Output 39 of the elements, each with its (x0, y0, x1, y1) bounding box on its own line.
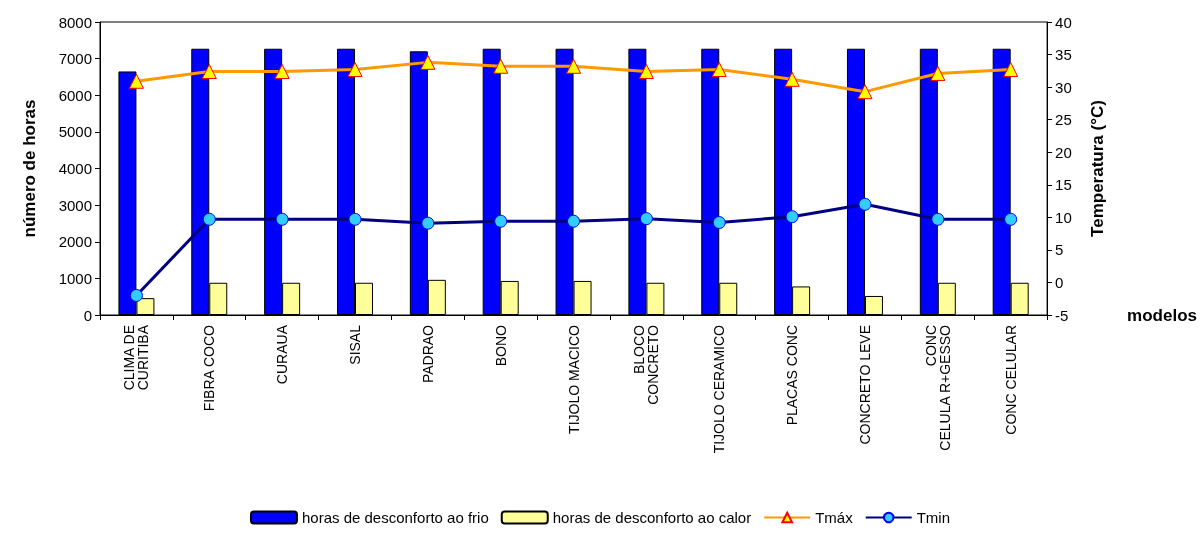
y2-tick-label: 25 (1055, 111, 1072, 129)
y2-tick-label: 0 (1055, 273, 1064, 291)
y-tick-label: 5000 (58, 123, 92, 141)
x-tick-label: CURAUA (274, 324, 291, 385)
y2-tick-label: 15 (1055, 176, 1072, 194)
x-tick-label: TIJOLO CERAMICO (711, 324, 728, 454)
x-tick-label: TIJOLO MACICO (565, 324, 582, 434)
y-axis-title: número de horas (20, 99, 39, 238)
y2-tick-label: 10 (1055, 208, 1072, 226)
x-tick-label: CLIMA DE CURITIBA (121, 324, 152, 391)
x-tick-label: PLACAS CONC (784, 325, 801, 426)
legend-label: Tmáx (815, 509, 854, 526)
y-tick-label: 8000 (58, 13, 92, 31)
x-tick-label: BONO (492, 324, 509, 367)
x-tick-label: FIBRA COCO (201, 324, 218, 412)
y2-tick-label: 35 (1055, 46, 1072, 64)
x-axis-title: modelos (1127, 305, 1198, 325)
legend-label: horas de desconforto ao frio (301, 509, 489, 526)
y2-tick-label: -5 (1055, 306, 1069, 324)
legend-label: horas de desconforto ao calor (552, 509, 752, 526)
y-tick-label: 6000 (58, 86, 92, 104)
x-tick-label: CONC CELULA R+GESSO (922, 324, 953, 451)
y-tick-label: 0 (83, 306, 92, 324)
y2-tick-label: 20 (1055, 143, 1072, 161)
y-tick-label: 2000 (58, 233, 92, 251)
x-tick-label: CONCRETO LEVE (856, 325, 873, 445)
y2-axis-title: Temperatura (°C) (1088, 100, 1108, 237)
x-tick-label: PADRAO (419, 324, 436, 384)
x-tick-label: SISAL (346, 324, 363, 365)
y2-tick-label: 30 (1055, 78, 1072, 96)
y-tick-label: 3000 (58, 196, 92, 214)
y-tick-label: 7000 (58, 50, 92, 68)
legend-label: Tmin (916, 509, 951, 526)
x-tick-label: BLOCO CONCRETO (631, 324, 662, 405)
y2-tick-label: 40 (1055, 13, 1072, 31)
y-tick-label: 4000 (58, 160, 92, 177)
y-tick-label: 1000 (58, 269, 92, 287)
y2-tick-label: 5 (1055, 241, 1064, 259)
x-tick-label: CONC CELULAR (1002, 325, 1019, 435)
